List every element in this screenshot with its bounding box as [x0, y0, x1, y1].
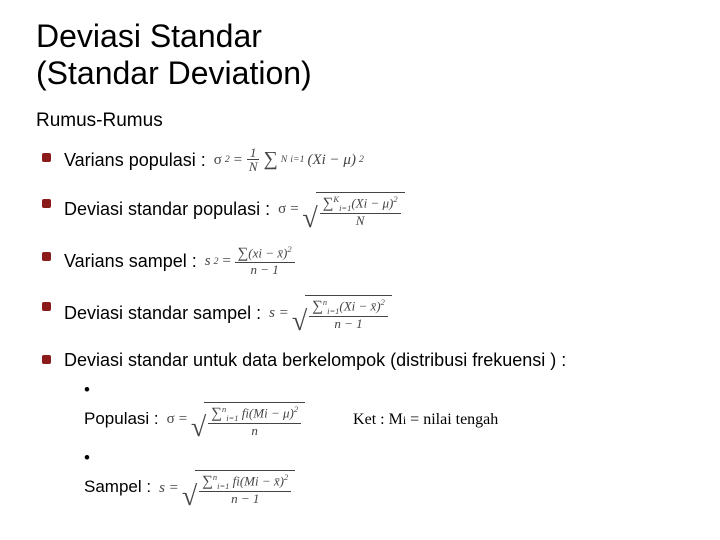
formula-berkelompok-populasi: σ = √ ∑ni=1 fi(Mi − μ)2 n	[167, 402, 305, 437]
formula-varians-sampel: s2 = ∑(xi − x̄)2 n − 1	[205, 245, 295, 277]
label-deviasi-sampel: Deviasi standar sampel :	[64, 301, 261, 325]
item-deviasi-populasi: Deviasi standar populasi : σ = √ ∑Ki=1(X…	[64, 192, 684, 227]
ket-prefix: Ket :	[353, 411, 389, 428]
item-deviasi-berkelompok: Deviasi standar untuk data berkelompok (…	[64, 348, 684, 505]
item-varians-sampel: Varians sampel : s2 = ∑(xi − x̄)2 n − 1	[64, 245, 684, 277]
ket-symbol: Mi	[389, 411, 407, 428]
section-subtitle: Rumus-Rumus	[36, 110, 684, 132]
label-varians-sampel: Varians sampel :	[64, 249, 197, 273]
label-deviasi-berkelompok: Deviasi standar untuk data berkelompok (…	[64, 350, 566, 370]
label-varians-populasi: Varians populasi :	[64, 148, 206, 172]
slide-title: Deviasi Standar (Standar Deviation)	[36, 18, 684, 92]
label-berkelompok-populasi: Populasi :	[84, 408, 159, 431]
keterangan: Ket : Mi = nilai tengah	[353, 409, 498, 431]
formula-berkelompok-sampel: s = √ ∑ni=1 fi(Mi − x̄)2 n − 1	[159, 470, 295, 505]
title-line-1: Deviasi Standar	[36, 18, 262, 54]
title-line-2: (Standar Deviation)	[36, 55, 312, 91]
formula-deviasi-populasi: σ = √ ∑Ki=1(Xi − μ)2 N	[278, 192, 404, 227]
formula-list: Varians populasi : σ2 = 1N ∑Ni=1 (Xi − μ…	[36, 146, 684, 506]
item-deviasi-sampel: Deviasi standar sampel : s = √ ∑ni=1(Xi …	[64, 295, 684, 330]
formula-deviasi-sampel: s = √ ∑ni=1(Xi − x̄)2 n − 1	[269, 295, 392, 330]
formula-varians-populasi: σ2 = 1N ∑Ni=1 (Xi − μ)2	[214, 146, 364, 174]
sub-list-berkelompok: Populasi : σ = √ ∑ni=1 fi(Mi − μ)2 n Ket…	[64, 379, 684, 506]
item-varians-populasi: Varians populasi : σ2 = 1N ∑Ni=1 (Xi − μ…	[64, 146, 684, 174]
label-berkelompok-sampel: Sampel :	[84, 476, 151, 499]
sub-item-populasi: Populasi : σ = √ ∑ni=1 fi(Mi − μ)2 n Ket…	[84, 379, 684, 437]
label-deviasi-populasi: Deviasi standar populasi :	[64, 197, 270, 221]
sub-item-sampel: Sampel : s = √ ∑ni=1 fi(Mi − x̄)2 n − 1	[84, 447, 684, 505]
ket-rest: = nilai tengah	[406, 411, 498, 428]
